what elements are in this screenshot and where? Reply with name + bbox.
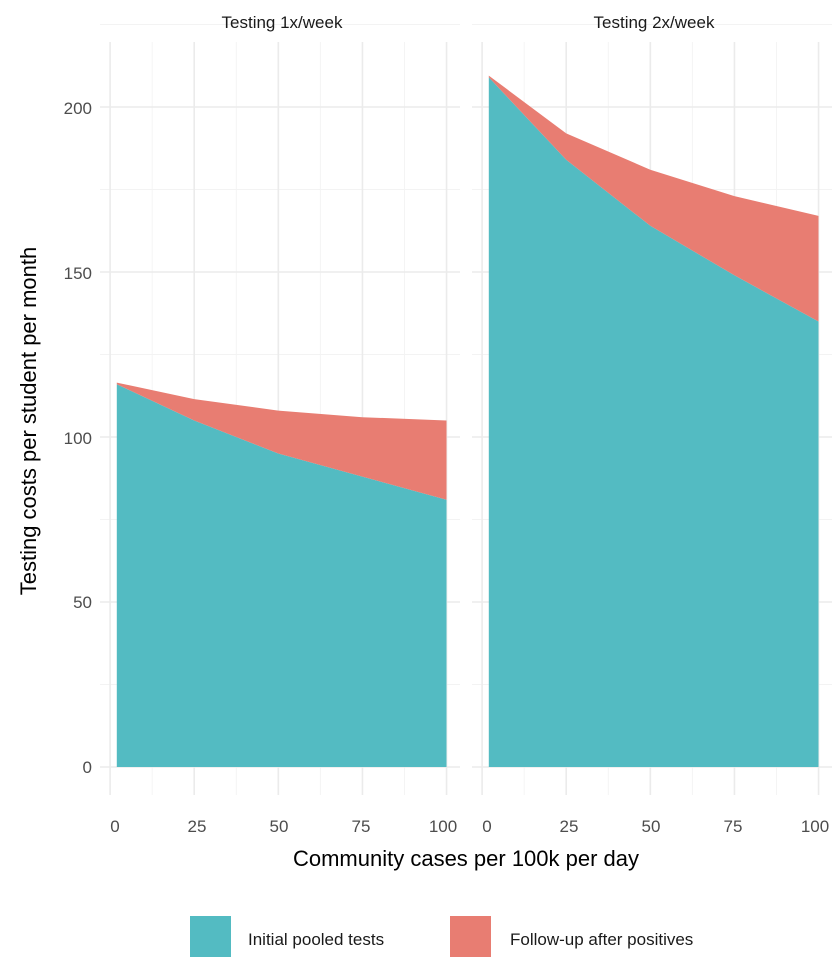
area-initial-pooled-tests-panel-2 [488, 77, 819, 768]
x-tick-label-2-100: 100 [801, 817, 829, 836]
x-tick-label-2-75: 75 [724, 817, 743, 836]
x-tick-label-1-75: 75 [352, 817, 371, 836]
y-tick-label-100: 100 [64, 429, 92, 448]
x-tick-label-2-25: 25 [560, 817, 579, 836]
area-follow-up-after-positives-panel-2 [488, 75, 819, 322]
facet-title-1: Testing 1x/week [222, 13, 343, 32]
x-tick-label-1-25: 25 [188, 817, 207, 836]
y-tick-label-150: 150 [64, 264, 92, 283]
x-axis-title: Community cases per 100k per day [293, 846, 639, 871]
area-follow-up-after-positives-panel-1 [116, 382, 447, 500]
area-initial-pooled-tests-panel-1 [116, 384, 447, 767]
x-tick-label-2-0: 0 [482, 817, 491, 836]
y-tick-label-50: 50 [73, 593, 92, 612]
y-axis-title: Testing costs per student per month [16, 247, 41, 596]
y-tick-label-0: 0 [83, 758, 92, 777]
y-tick-label-200: 200 [64, 99, 92, 118]
x-tick-label-1-50: 50 [270, 817, 289, 836]
facet-title-2: Testing 2x/week [594, 13, 715, 32]
x-tick-label-1-0: 0 [110, 817, 119, 836]
legend-label-initial: Initial pooled tests [248, 930, 384, 949]
x-tick-label-1-100: 100 [429, 817, 457, 836]
x-tick-label-2-50: 50 [642, 817, 661, 836]
legend-swatch-initial [190, 916, 231, 957]
legend-label-followup: Follow-up after positives [510, 930, 693, 949]
area-layer [116, 75, 819, 768]
legend-swatch-followup [450, 916, 491, 957]
legend: Initial pooled tests Follow-up after pos… [190, 916, 693, 957]
